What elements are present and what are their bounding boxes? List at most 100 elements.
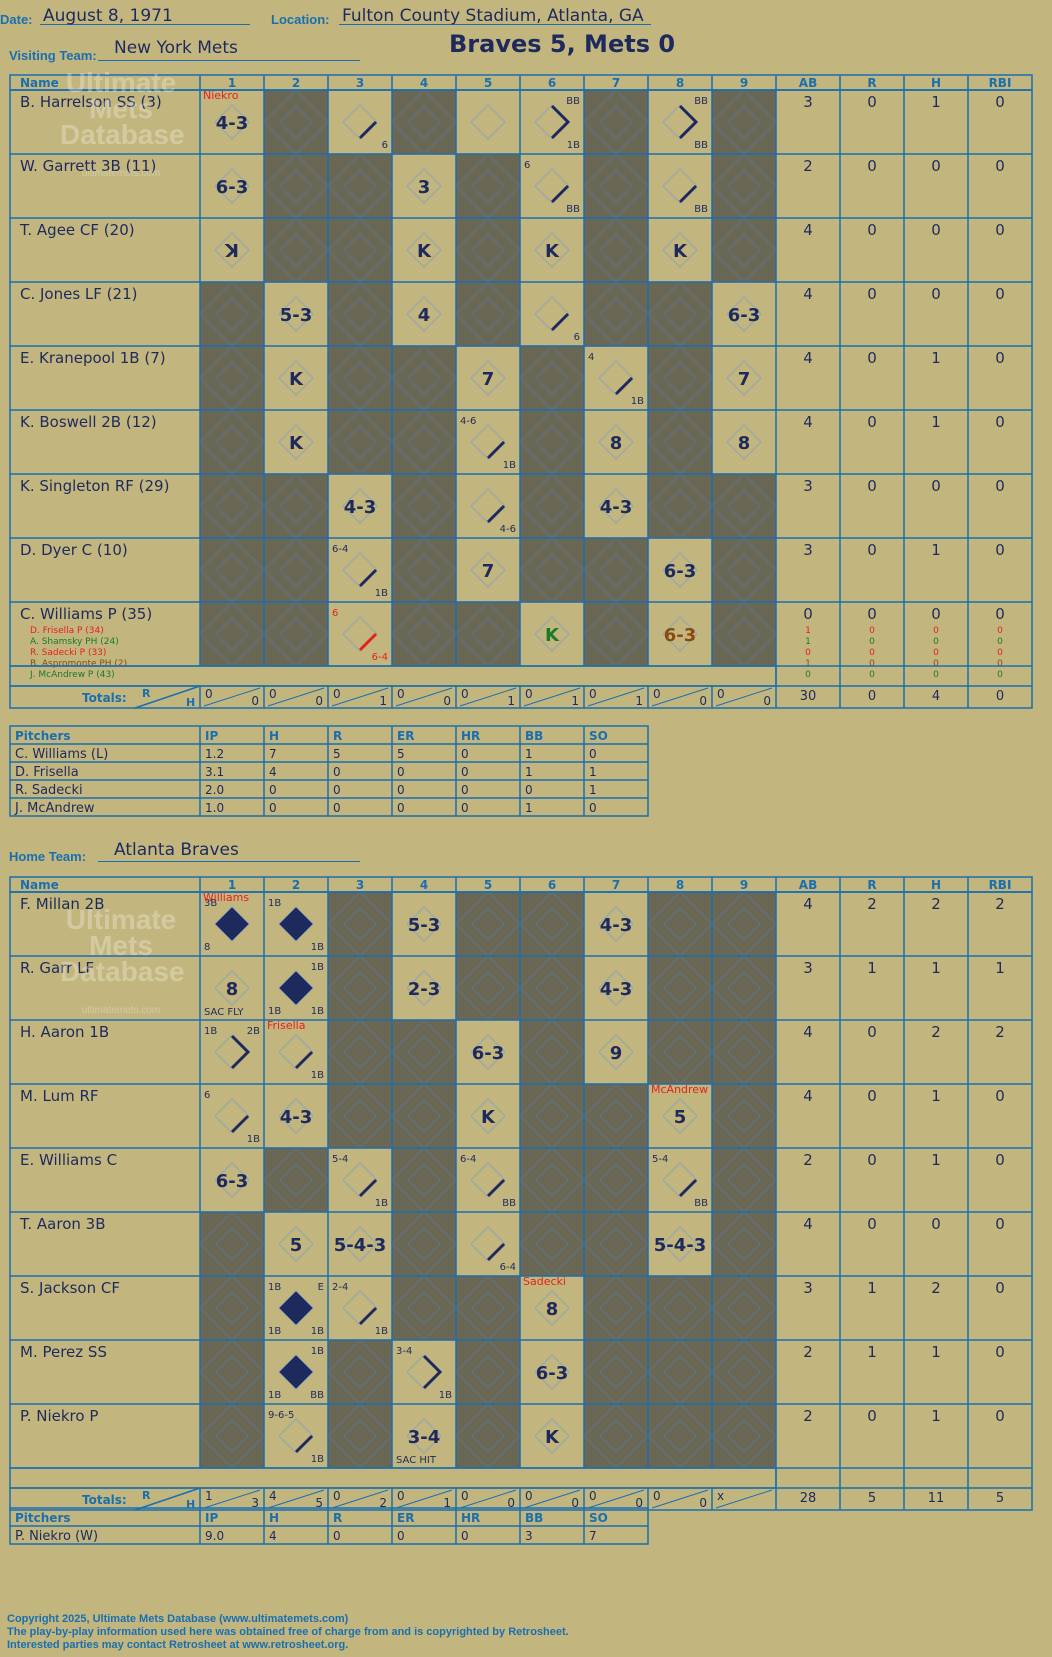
player-stat: 0 [995,1279,1005,1297]
play-result: ꓘ [224,241,239,262]
base-diamond [470,104,506,140]
base-diamond [598,970,634,1006]
sub-stat: 1 [805,637,811,647]
game-location: Fulton County Stadium, Atlanta, GA [342,6,644,26]
play-note: BB [694,1198,708,1209]
shaded-cell [328,1020,392,1084]
shaded-cell [584,1212,648,1276]
base-diamond [406,1418,442,1454]
shade-pattern [343,1035,377,1069]
player-stat: 1 [931,1087,941,1105]
pitchers-header: SO [589,1511,608,1525]
shaded-cell [520,410,584,474]
stat-header: AB [799,76,817,90]
inning-hits: 0 [315,694,323,708]
base-diamond [406,232,442,268]
totals-r-label: R [142,1489,151,1502]
base-diamond [278,1098,314,1134]
shade-pattern [727,1163,761,1197]
play-result: 5-4-3 [334,1235,387,1256]
play-note: 1B [567,140,580,151]
play-result: 7 [738,369,751,390]
shaded-cell [392,1276,456,1340]
pitchers-header: SO [589,729,608,743]
stat-header: H [931,878,941,892]
shaded-cell [584,1340,648,1404]
inning-hits: 1 [507,694,515,708]
shaded-cell [648,892,712,956]
player-name: W. Garrett 3B (11) [20,157,156,175]
pitcher-stat: 0 [525,783,533,797]
player-name: M. Perez SS [20,1343,107,1361]
totals-divider [134,685,201,709]
shade-pattern [215,1291,249,1325]
shade-pattern [407,1099,441,1133]
player-stat: 0 [867,1087,877,1105]
pitchers-header: ER [397,1511,414,1525]
shade-pattern [663,1419,697,1453]
base-diamond [662,232,698,268]
base-diamond [214,1098,250,1134]
player-stat: 0 [867,1023,877,1041]
play-note: SAC FLY [204,1007,244,1018]
play-note: 6-4 [460,1154,476,1165]
play-note: 1B [439,1390,452,1401]
shade-pattern [407,553,441,587]
shaded-cell [200,1340,264,1404]
shade-pattern [343,169,377,203]
inning-runs: 0 [589,687,597,701]
play-note: BB [502,1198,516,1209]
player-stat: 0 [995,221,1005,239]
shaded-cell [584,218,648,282]
player-stat: 0 [995,285,1005,303]
player-stat: 0 [867,413,877,431]
hit-line [614,376,634,396]
base-diamond [342,104,378,140]
shaded-cell [712,956,776,1020]
base-diamond [278,1226,314,1262]
play-note: 4-6 [500,524,516,535]
player-stat: 1 [931,1151,941,1169]
sub-player-name: R. Sadecki P (33) [30,648,106,658]
player-stat: 1 [867,959,877,977]
pitcher-stat: 4 [269,765,277,779]
inning-runs: 0 [653,1489,661,1503]
base-diamond [534,168,570,204]
shade-pattern [663,489,697,523]
player-name: H. Aaron 1B [20,1023,109,1041]
play-note: 1B [631,396,644,407]
total-stat: 30 [800,689,817,704]
location-label: Location: [271,12,330,27]
base-diamond [279,971,313,1005]
shaded-cell [456,892,520,956]
inning-runs: 4 [269,1489,277,1503]
play-note: 9-6-5 [268,1410,294,1421]
shaded-cell [584,1084,648,1148]
shade-pattern [407,1291,441,1325]
inning-header: 1 [228,76,236,90]
base-diamond [278,296,314,332]
shaded-cell [328,154,392,218]
totals-divider [134,1487,201,1511]
play-note: 1B [311,1454,324,1465]
base-diamond [406,168,442,204]
shade-pattern [471,1355,505,1389]
player-stat: 0 [867,1407,877,1425]
inning-runs: 0 [525,687,533,701]
totals-cell-diagonal [267,1489,325,1509]
inning-runs: 0 [461,687,469,701]
base-diamond [279,907,313,941]
shade-pattern [279,1163,313,1197]
shaded-cell [392,1020,456,1084]
inning-header: 6 [548,76,556,90]
sub-stat: 0 [869,626,875,636]
player-stat: 0 [867,477,877,495]
shade-pattern [471,297,505,331]
player-stat: 1 [931,349,941,367]
shade-pattern [343,297,377,331]
play-note: 6-4 [332,544,348,555]
total-stat: 5 [996,1491,1004,1506]
inning-header: 3 [356,76,364,90]
sub-stat: 0 [805,648,811,658]
sub-stat: 0 [933,648,939,658]
